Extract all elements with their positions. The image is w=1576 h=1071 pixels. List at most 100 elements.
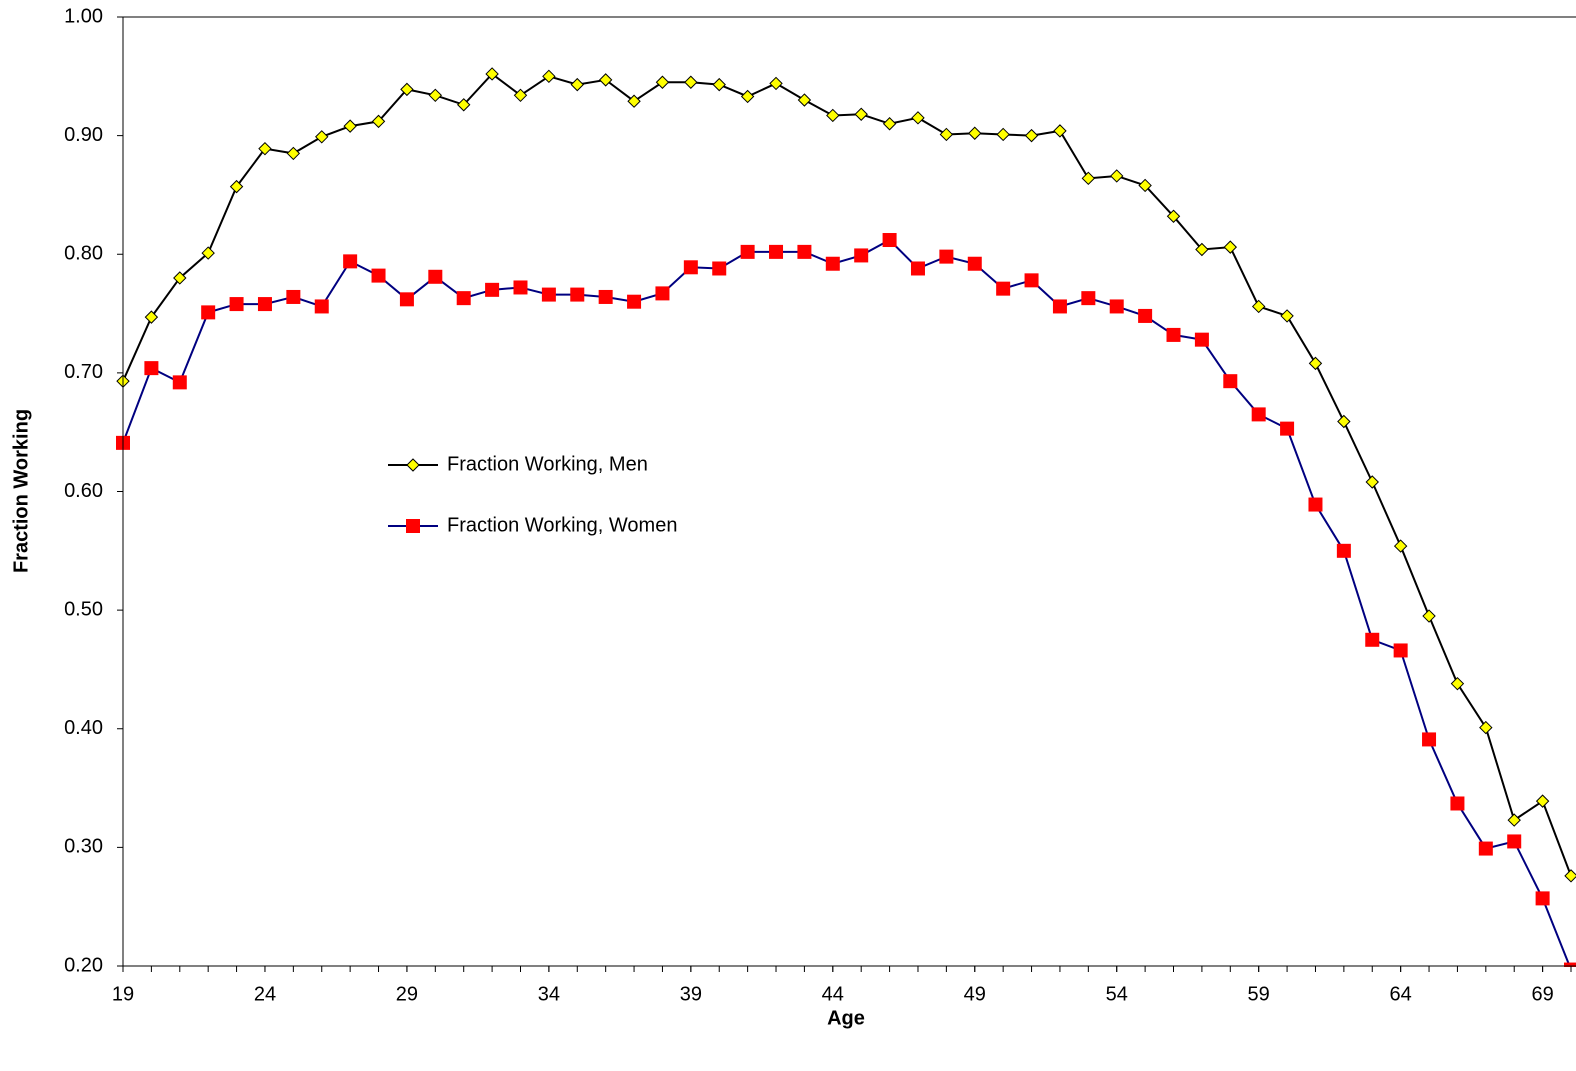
y-tick-label: 0.30 bbox=[64, 836, 103, 858]
marker bbox=[1393, 643, 1408, 658]
marker bbox=[1450, 676, 1465, 691]
marker bbox=[1478, 841, 1493, 856]
x-tick-label: 64 bbox=[1390, 983, 1412, 1005]
marker bbox=[968, 126, 982, 140]
x-tick-label: 29 bbox=[396, 983, 418, 1005]
marker bbox=[1336, 543, 1351, 558]
marker bbox=[428, 269, 443, 284]
marker bbox=[456, 291, 471, 306]
marker bbox=[1507, 834, 1522, 849]
marker bbox=[343, 254, 358, 269]
marker bbox=[939, 127, 954, 142]
marker bbox=[797, 244, 812, 259]
marker bbox=[229, 179, 244, 194]
marker bbox=[570, 77, 584, 92]
marker bbox=[144, 310, 159, 324]
y-tick-label: 0.50 bbox=[64, 598, 103, 620]
marker bbox=[826, 108, 840, 123]
marker bbox=[854, 248, 869, 263]
marker bbox=[485, 67, 499, 81]
marker bbox=[1479, 720, 1493, 735]
marker bbox=[1365, 475, 1379, 489]
x-tick-label: 69 bbox=[1531, 983, 1553, 1005]
marker bbox=[1422, 732, 1437, 747]
marker bbox=[144, 361, 159, 376]
x-axis-title: Age bbox=[827, 1007, 865, 1029]
marker bbox=[399, 292, 414, 307]
marker bbox=[541, 287, 556, 302]
marker bbox=[1308, 356, 1323, 371]
y-tick-label: 0.60 bbox=[64, 480, 103, 502]
marker bbox=[1223, 374, 1238, 389]
marker bbox=[1393, 539, 1408, 553]
marker bbox=[598, 73, 613, 87]
legend-label: Fraction Working, Women bbox=[447, 514, 677, 536]
marker bbox=[1194, 332, 1209, 347]
marker bbox=[712, 77, 726, 92]
marker bbox=[1053, 124, 1067, 138]
marker bbox=[1564, 869, 1576, 883]
marker bbox=[740, 244, 755, 259]
x-tick-label: 44 bbox=[822, 983, 844, 1005]
marker bbox=[485, 282, 500, 297]
y-tick-label: 0.80 bbox=[64, 243, 103, 265]
marker bbox=[684, 75, 698, 89]
marker bbox=[371, 114, 386, 129]
y-tick-label: 0.40 bbox=[64, 717, 103, 739]
marker bbox=[1535, 794, 1550, 808]
marker bbox=[1052, 299, 1067, 314]
x-tick-label: 59 bbox=[1248, 983, 1270, 1005]
marker bbox=[258, 141, 272, 156]
marker bbox=[712, 261, 727, 276]
marker bbox=[1535, 891, 1550, 906]
x-tick-label: 49 bbox=[964, 983, 986, 1005]
marker bbox=[343, 119, 357, 133]
marker bbox=[797, 93, 812, 107]
marker bbox=[257, 297, 272, 312]
marker bbox=[740, 89, 755, 104]
x-tick-label: 19 bbox=[112, 983, 134, 1005]
marker bbox=[428, 88, 443, 102]
marker bbox=[1422, 609, 1436, 623]
marker bbox=[825, 256, 840, 271]
marker bbox=[655, 75, 670, 89]
marker bbox=[996, 281, 1011, 296]
marker bbox=[1109, 299, 1124, 314]
marker bbox=[371, 268, 386, 283]
marker bbox=[1195, 242, 1209, 257]
marker bbox=[655, 286, 670, 301]
marker bbox=[315, 130, 329, 144]
marker bbox=[854, 107, 868, 121]
marker bbox=[1251, 407, 1266, 422]
marker bbox=[1138, 308, 1153, 323]
marker bbox=[996, 127, 1010, 142]
marker bbox=[286, 146, 301, 161]
marker bbox=[1024, 273, 1039, 288]
plot-frame bbox=[122, 16, 1576, 967]
marker bbox=[173, 271, 187, 285]
marker bbox=[939, 249, 954, 264]
marker bbox=[314, 299, 329, 314]
marker bbox=[1337, 414, 1351, 429]
marker bbox=[1280, 309, 1294, 323]
legend-label: Fraction Working, Men bbox=[447, 453, 648, 475]
marker bbox=[769, 244, 784, 259]
marker bbox=[513, 88, 528, 102]
y-tick-label: 0.70 bbox=[64, 361, 103, 383]
marker bbox=[513, 280, 528, 295]
marker bbox=[201, 305, 216, 320]
y-tick-label: 1.00 bbox=[64, 5, 103, 27]
marker bbox=[1166, 327, 1181, 342]
marker bbox=[769, 76, 783, 91]
marker bbox=[172, 375, 187, 390]
marker bbox=[882, 233, 897, 248]
marker bbox=[286, 289, 301, 304]
x-tick-label: 54 bbox=[1106, 983, 1128, 1005]
marker bbox=[456, 98, 471, 112]
marker bbox=[1138, 178, 1152, 193]
marker bbox=[1223, 240, 1238, 254]
y-axis-title: Fraction Working bbox=[10, 409, 32, 573]
marker bbox=[1024, 128, 1039, 143]
x-tick-label: 24 bbox=[254, 983, 276, 1005]
